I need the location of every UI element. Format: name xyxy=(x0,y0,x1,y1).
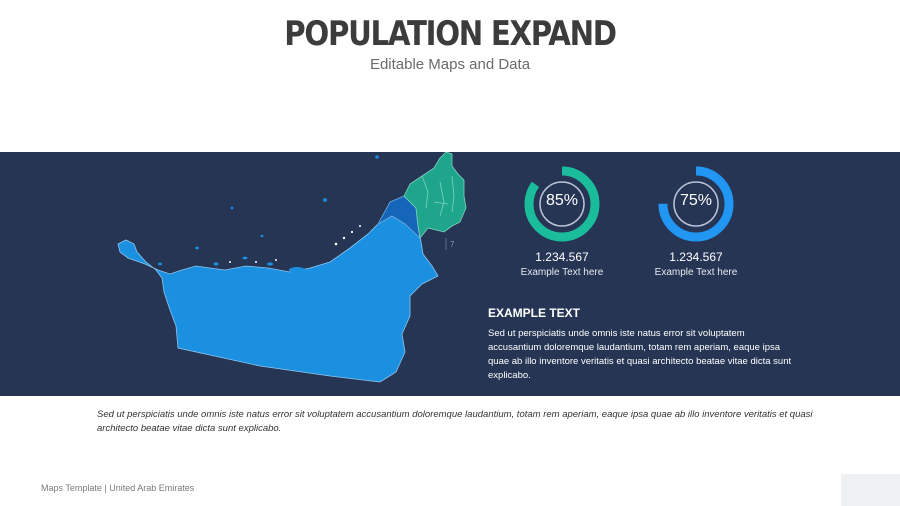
gauge-percent: 85% xyxy=(545,192,579,209)
gauge-percent: 75% xyxy=(679,192,713,209)
region-abu-dhabi[interactable] xyxy=(117,215,439,383)
islands xyxy=(158,155,379,273)
footer-label: Maps Template | United Arab Emirates xyxy=(41,483,195,493)
gauge-ring xyxy=(658,166,734,242)
gauge-caption: Example Text here xyxy=(520,267,604,278)
map-label: 7 xyxy=(450,240,455,249)
content-band: 7 85% 1.234.567 Example Text here 75% 1.… xyxy=(0,152,900,396)
gauge-value: 1.234.567 xyxy=(669,250,723,264)
gauge-arc xyxy=(524,166,600,242)
gauge-value: 1.234.567 xyxy=(535,250,589,264)
coast-islets xyxy=(229,225,361,263)
example-title: EXAMPLE TEXT xyxy=(488,306,581,320)
region-northern-emirates[interactable] xyxy=(403,152,467,239)
gauge-75: 75% 1.234.567 Example Text here xyxy=(636,164,756,278)
corner-decoration xyxy=(841,474,900,506)
page-subtitle: Editable Maps and Data xyxy=(369,56,531,73)
example-body: Sed ut perspiciatis unde omnis iste natu… xyxy=(488,328,792,381)
gauge-85: 85% 1.234.567 Example Text here xyxy=(502,164,622,278)
uae-map xyxy=(117,152,467,383)
gauge-caption: Example Text here xyxy=(654,267,738,278)
footnote-paragraph: Sed ut perspiciatis unde omnis iste natu… xyxy=(97,409,813,434)
gauge-arc xyxy=(658,166,734,242)
page-title: POPULATION EXPAND xyxy=(284,14,617,54)
gauge-ring xyxy=(524,166,600,242)
